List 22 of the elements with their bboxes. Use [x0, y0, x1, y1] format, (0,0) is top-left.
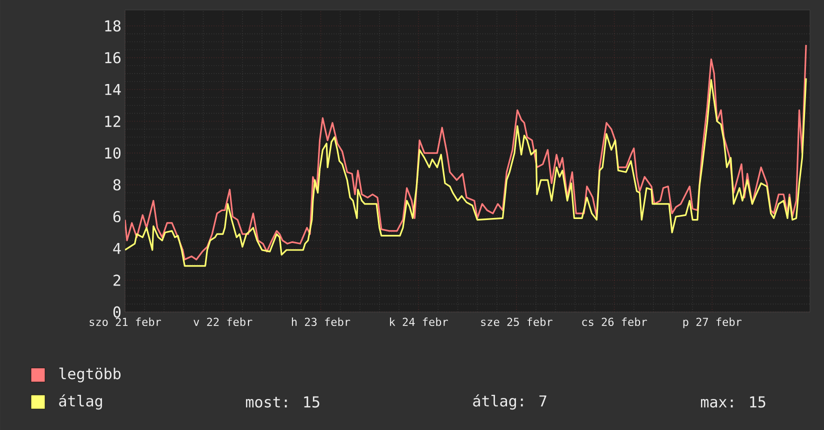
y-tick-label: 0: [113, 306, 120, 318]
x-tick-label: cs 26 febr: [582, 318, 647, 326]
legend-label: legtöbb: [59, 368, 121, 382]
y-tick-label: 6: [113, 210, 120, 222]
legend-label: átlag: [59, 394, 102, 410]
y-tick-label: 14: [105, 84, 121, 95]
y-tick-label: 10: [105, 147, 120, 159]
y-tick-label: 12: [105, 116, 120, 127]
y-tick-label: 2: [114, 274, 120, 286]
text: átlag: 7: [473, 394, 546, 410]
x-tick-label: k 24 febr: [390, 318, 448, 326]
x-tick-label: v 22 febr: [194, 318, 252, 326]
y-tick-label: 18: [105, 20, 121, 32]
y-tick-label: 16: [105, 52, 120, 64]
x-tick-label: h 23 febr: [292, 318, 350, 326]
x-tick-label: p 27 febr: [683, 318, 742, 328]
x-tick-label: sze 25 febr: [481, 318, 552, 326]
text: max: 15: [701, 396, 766, 408]
y-tick-label: 4: [113, 242, 121, 254]
text: most: 15: [246, 396, 320, 408]
y-tick-label: 8: [113, 179, 121, 191]
x-tick-label: szo 21 febr: [90, 318, 161, 326]
